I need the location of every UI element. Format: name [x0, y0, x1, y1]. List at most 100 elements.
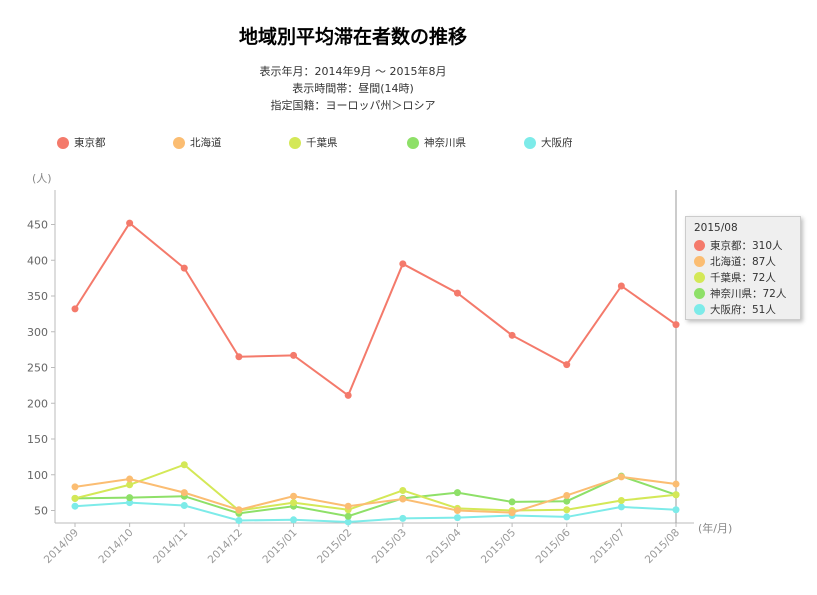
tooltip-dot-icon — [694, 240, 705, 251]
data-point — [180, 501, 188, 509]
x-tick-label: 2014/10 — [96, 527, 135, 566]
data-point — [344, 518, 352, 526]
legend-item-hokkaido[interactable]: 北海道 — [173, 135, 222, 150]
tooltip-title: 2015/08 — [694, 222, 738, 234]
data-point — [71, 502, 79, 510]
hover-tooltip: 2015/08 東京都：310人 北海道：87人 千葉県：72人 神奈川県：72… — [685, 216, 801, 320]
legend-item-tokyo[interactable]: 東京都 — [57, 135, 106, 150]
x-tick-label: 2015/02 — [315, 527, 354, 566]
data-point — [453, 289, 461, 297]
data-point — [672, 506, 680, 514]
data-point — [617, 496, 625, 504]
data-point — [563, 361, 571, 369]
legend-dot-icon — [289, 136, 301, 149]
y-tick-label: 100 — [27, 469, 48, 482]
x-tick-label: 2015/01 — [260, 527, 299, 566]
legend-item-chiba[interactable]: 千葉県 — [289, 135, 338, 150]
y-tick-label: 350 — [27, 290, 48, 303]
x-tick-label: 2015/07 — [588, 527, 627, 566]
data-point — [563, 513, 571, 521]
legend-item-kanagawa[interactable]: 神奈川県 — [407, 135, 466, 150]
legend-label: 神奈川県 — [424, 137, 466, 149]
tooltip-dot-icon — [694, 272, 705, 283]
x-tick-label: 2015/06 — [534, 526, 574, 566]
tooltip-dot-icon — [694, 288, 705, 299]
data-point — [71, 305, 79, 313]
tooltip-row-tokyo: 東京都：310人 — [694, 238, 783, 253]
legend-dot-icon — [57, 136, 69, 149]
chart-title: 地域別平均滞在者数の推移 — [238, 26, 467, 48]
data-point — [126, 494, 134, 502]
series-line — [74, 463, 677, 512]
data-point — [563, 491, 571, 499]
x-tick-label: 2014/09 — [42, 527, 81, 566]
data-point — [399, 260, 407, 268]
data-point — [71, 483, 79, 491]
data-point — [344, 512, 352, 520]
legend-item-osaka[interactable]: 大阪府 — [524, 135, 573, 150]
tooltip-text: 神奈川県：72人 — [710, 288, 787, 300]
legend-dot-icon — [173, 136, 185, 149]
subtitle-country: 指定国籍：ヨーロッパ州＞ロシア — [270, 99, 436, 112]
data-point — [399, 486, 407, 494]
legend-dot-icon — [524, 136, 536, 149]
y-tick-label: 150 — [27, 433, 48, 446]
legend-dot-icon — [407, 136, 419, 149]
data-point — [290, 351, 298, 359]
x-tick-label: 2014/12 — [206, 527, 245, 566]
legend-label: 大阪府 — [541, 137, 573, 149]
series-line — [74, 475, 677, 518]
tooltip-row-osaka: 大阪府：51人 — [694, 302, 776, 317]
data-point — [71, 494, 79, 502]
subtitle-timeband: 表示時間帯：昼間(14時) — [292, 82, 414, 95]
x-tick-label: 2015/05 — [479, 527, 518, 566]
x-tick-label: 2015/08 — [643, 527, 682, 566]
y-tick-label: 400 — [27, 254, 48, 267]
legend-label: 東京都 — [74, 137, 106, 149]
data-point — [508, 331, 516, 339]
y-tick-label: 200 — [27, 397, 48, 410]
data-point — [290, 499, 298, 507]
legend-label: 北海道 — [190, 137, 222, 149]
data-point — [563, 497, 571, 505]
y-tick-label: 50 — [34, 505, 48, 518]
tooltip-row-kanagawa: 神奈川県：72人 — [694, 286, 786, 301]
data-point — [617, 503, 625, 511]
series-line — [74, 221, 677, 397]
data-point — [290, 516, 298, 524]
data-point — [344, 391, 352, 399]
x-tick-label: 2014/11 — [151, 527, 190, 566]
x-axis-unit: (年/月) — [698, 521, 732, 535]
data-point — [453, 514, 461, 522]
data-point — [508, 498, 516, 506]
data-point — [126, 481, 134, 489]
x-tick-label: 2015/03 — [370, 527, 409, 566]
data-point — [617, 473, 625, 481]
data-point — [290, 492, 298, 500]
data-point — [453, 489, 461, 497]
y-tick-label: 250 — [27, 362, 48, 375]
y-axis-unit: (人) — [32, 172, 52, 185]
tooltip-text: 千葉県：72人 — [710, 272, 776, 284]
data-point — [180, 489, 188, 497]
tooltip-row-chiba: 千葉県：72人 — [694, 270, 776, 285]
data-point — [672, 491, 680, 499]
data-point — [399, 495, 407, 503]
series-line — [74, 475, 677, 514]
tooltip-dot-icon — [694, 256, 705, 267]
data-point — [126, 475, 134, 483]
chart-series — [71, 219, 680, 526]
data-point — [508, 509, 516, 517]
subtitle-period: 表示年月：2014年9月 〜 2015年8月 — [259, 65, 447, 78]
tooltip-row-hokkaido: 北海道：87人 — [694, 254, 776, 269]
y-tick-label: 450 — [27, 219, 48, 232]
tooltip-dot-icon — [694, 304, 705, 315]
legend-label: 千葉県 — [306, 137, 338, 149]
data-point — [235, 506, 243, 514]
data-point — [672, 321, 680, 329]
data-point — [126, 499, 134, 507]
data-point — [126, 219, 134, 227]
data-point — [235, 353, 243, 361]
data-point — [180, 461, 188, 469]
